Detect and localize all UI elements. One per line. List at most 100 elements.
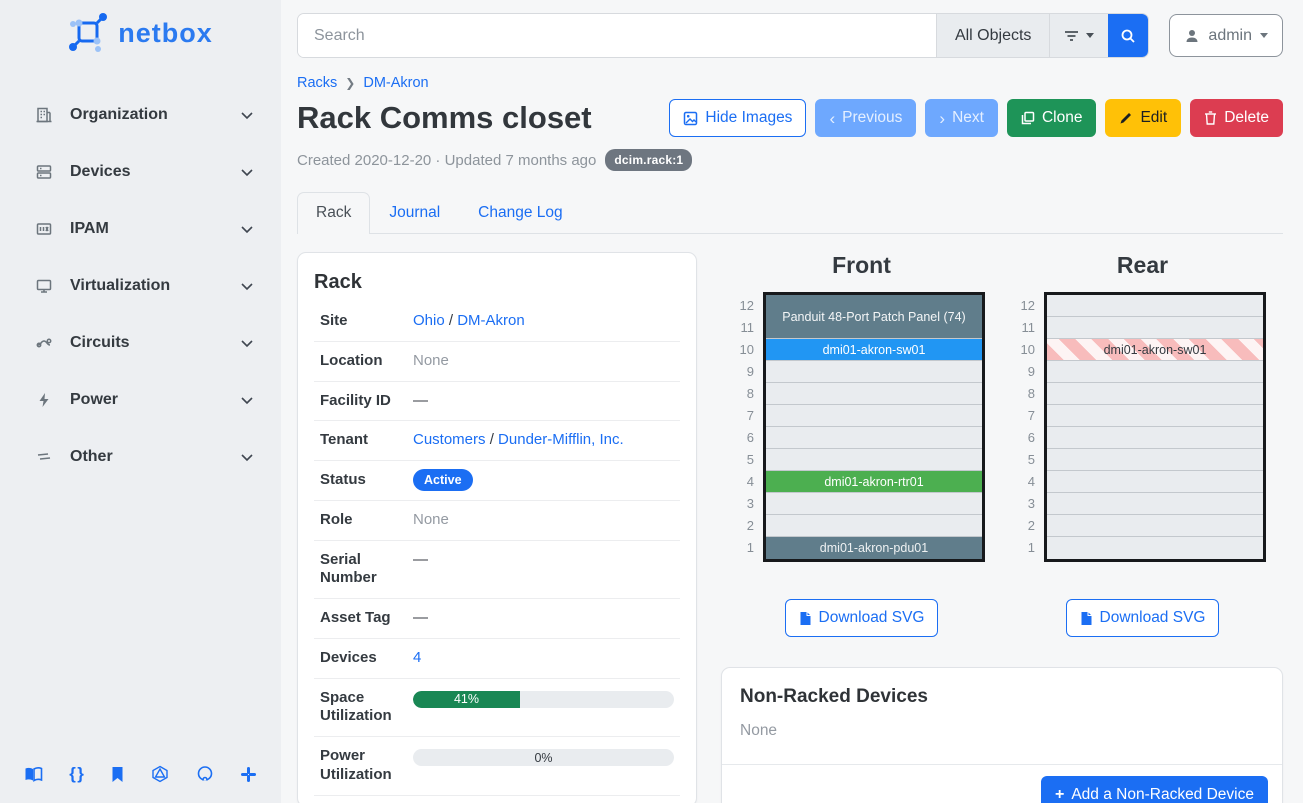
add-non-racked-device-button[interactable]: + Add a Non-Racked Device — [1041, 776, 1268, 803]
rack-empty-slot[interactable] — [1047, 515, 1263, 537]
sidebar-item-organization[interactable]: Organization — [0, 86, 281, 143]
user-menu-button[interactable]: admin — [1169, 14, 1283, 57]
rack-device[interactable]: Panduit 48-Port Patch Panel (74) — [766, 295, 982, 339]
copy-icon — [1021, 111, 1035, 125]
api-braces-icon[interactable]: { } — [69, 764, 84, 783]
rear-elevation: Rear 12 11 10 9 8 7 6 5 4 3 2 1 dmi01-akron-sw01 Do… — [1019, 252, 1266, 637]
chevron-down-icon — [241, 339, 253, 347]
sidebar-nav: Organization Devices IPAM Virtualization — [0, 86, 281, 485]
previous-button[interactable]: ‹ Previous — [815, 99, 917, 137]
title-row: Rack Comms closet Hide Images ‹ Previous… — [297, 99, 1283, 137]
rack-device[interactable]: dmi01-akron-sw01 — [766, 339, 982, 361]
front-download-svg-button[interactable]: Download SVG — [784, 599, 939, 637]
tenant-group-link[interactable]: Customers — [413, 431, 486, 449]
rack-empty-slot[interactable] — [766, 405, 982, 427]
rack-unit-number: 2 — [746, 518, 754, 533]
rack-device[interactable]: dmi01-akron-rtr01 — [766, 471, 982, 493]
site-link[interactable]: DM-Akron — [457, 312, 525, 329]
tab-bar: Rack Journal Change Log — [297, 192, 1283, 234]
rack-empty-slot[interactable] — [1047, 361, 1263, 383]
separator: / — [448, 312, 454, 329]
netbox-logo[interactable]: netbox — [0, 0, 281, 64]
page-title: Rack Comms closet — [297, 100, 592, 135]
rack-device[interactable]: dmi01-akron-pdu01 — [766, 537, 982, 559]
rack-empty-slot[interactable] — [1047, 295, 1263, 317]
rack-unit-number: 12 — [1020, 298, 1035, 313]
location-value: None — [413, 351, 449, 369]
tab-change-log[interactable]: Change Log — [478, 204, 563, 221]
slack-icon[interactable] — [240, 766, 257, 783]
sidebar-item-other[interactable]: Other — [0, 428, 281, 485]
global-search-group: All Objects — [297, 13, 1150, 58]
rack-empty-slot[interactable] — [766, 427, 982, 449]
sidebar-item-ipam[interactable]: IPAM — [0, 200, 281, 257]
field-status: Status Active — [314, 461, 680, 501]
tab-journal[interactable]: Journal — [389, 204, 441, 221]
next-label: Next — [952, 109, 984, 126]
delete-button[interactable]: Delete — [1190, 99, 1283, 137]
rack-empty-slot[interactable] — [1047, 471, 1263, 493]
filter-icon — [1065, 30, 1079, 41]
power-utilization-bar: 0% — [413, 749, 674, 766]
field-facility-id: Facility ID — — [314, 382, 680, 422]
separator: / — [489, 431, 494, 449]
graphql-icon[interactable] — [151, 765, 169, 783]
bookmark-icon[interactable] — [110, 766, 125, 783]
rack-empty-slot[interactable] — [1047, 537, 1263, 559]
field-label: Devices — [320, 648, 377, 666]
device-count-link[interactable]: 4 — [413, 648, 422, 666]
breadcrumb: Racks ❯ DM-Akron — [297, 68, 1283, 93]
rack-empty-slot[interactable] — [766, 449, 982, 471]
front-elevation-title: Front — [832, 252, 891, 278]
rack-empty-slot[interactable] — [1047, 493, 1263, 515]
netbox-logo-text: netbox — [118, 17, 213, 48]
tab-rack[interactable]: Rack — [297, 192, 371, 234]
netbox-logo-icon — [69, 13, 108, 52]
docs-book-icon[interactable] — [24, 766, 43, 783]
search-submit-button[interactable] — [1108, 14, 1149, 57]
search-input[interactable] — [298, 14, 936, 57]
rack-empty-slot[interactable] — [766, 493, 982, 515]
rack-empty-slot[interactable] — [766, 361, 982, 383]
sidebar-item-label: Power — [70, 390, 119, 408]
non-racked-empty-text: None — [740, 722, 778, 739]
breadcrumb-site-link[interactable]: DM-Akron — [363, 75, 429, 91]
rack-device[interactable]: dmi01-akron-sw01 — [1047, 339, 1263, 361]
rack-empty-slot[interactable] — [766, 383, 982, 405]
rack-empty-slot[interactable] — [766, 515, 982, 537]
rack-empty-slot[interactable] — [1047, 449, 1263, 471]
search-scope-button[interactable]: All Objects — [935, 14, 1050, 57]
rack-empty-slot[interactable] — [1047, 383, 1263, 405]
rack-empty-slot[interactable] — [1047, 405, 1263, 427]
search-filter-button[interactable] — [1049, 14, 1109, 57]
sidebar-item-label: Devices — [70, 162, 131, 180]
field-label: Site — [320, 312, 348, 329]
clone-button[interactable]: Clone — [1006, 99, 1097, 137]
chevron-down-icon — [241, 225, 253, 233]
rack-empty-slot[interactable] — [1047, 427, 1263, 449]
hide-images-button[interactable]: Hide Images — [669, 99, 807, 137]
non-racked-devices-card: Non-Racked Devices None + Add a Non-Rack… — [721, 667, 1283, 803]
field-tenant: Tenant Customers / Dunder-Mifflin, Inc. — [314, 421, 680, 461]
next-button[interactable]: › Next — [925, 99, 998, 137]
tenant-link[interactable]: Dunder-Mifflin, Inc. — [498, 431, 624, 449]
chevron-down-icon — [241, 453, 253, 461]
rack-empty-slot[interactable] — [1047, 317, 1263, 339]
breadcrumb-racks-link[interactable]: Racks — [297, 75, 338, 91]
edit-button[interactable]: Edit — [1105, 99, 1182, 137]
sidebar-item-virtualization[interactable]: Virtualization — [0, 257, 281, 314]
chevron-down-icon — [1260, 33, 1268, 38]
rear-download-svg-button[interactable]: Download SVG — [1065, 599, 1220, 637]
field-location: Location None — [314, 342, 680, 382]
sidebar-item-circuits[interactable]: Circuits — [0, 314, 281, 371]
main-content: All Objects admin Racks ❯ DM-Akron Rack … — [281, 0, 1303, 803]
sidebar-item-devices[interactable]: Devices — [0, 143, 281, 200]
github-icon[interactable] — [196, 765, 214, 783]
front-rack-diagram: Panduit 48-Port Patch Panel (74) dmi01-ak… — [763, 292, 985, 562]
sidebar-item-power[interactable]: Power — [0, 371, 281, 428]
hide-images-label: Hide Images — [705, 109, 793, 126]
chevron-down-icon — [241, 282, 253, 290]
site-region-link[interactable]: Ohio — [413, 312, 445, 329]
sidebar-item-label: IPAM — [70, 219, 109, 237]
field-label: Facility ID — [320, 391, 391, 409]
